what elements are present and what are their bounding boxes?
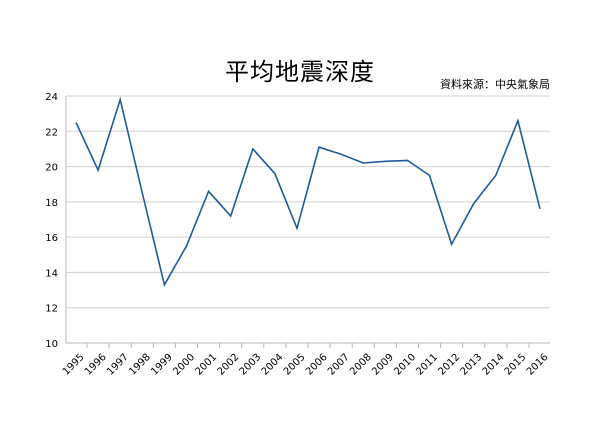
x-tick-label: 2014 bbox=[481, 352, 507, 378]
data-point bbox=[252, 148, 254, 150]
x-tick-label: 2013 bbox=[459, 352, 485, 378]
data-point bbox=[340, 153, 342, 155]
series-layer bbox=[75, 96, 541, 287]
y-tick-label: 14 bbox=[45, 268, 58, 279]
data-point bbox=[75, 122, 77, 124]
label-layer: 10 12 14 16 18 20 22 24 199519961997199819992000… bbox=[45, 92, 550, 378]
x-tick-label: 1998 bbox=[127, 352, 153, 378]
x-tick-label: 2015 bbox=[503, 352, 529, 378]
data-point bbox=[473, 203, 475, 205]
chart-title: 平均地震深度 bbox=[225, 58, 375, 86]
data-point bbox=[97, 169, 99, 171]
y-tick-label: 18 bbox=[45, 198, 58, 209]
x-tick-label: 1996 bbox=[83, 352, 109, 378]
data-point bbox=[296, 227, 298, 229]
data-point bbox=[208, 190, 210, 192]
x-tick-label: 2001 bbox=[193, 352, 219, 378]
y-tick-label: 10 bbox=[45, 339, 58, 350]
x-tick-label: 2016 bbox=[525, 352, 551, 378]
data-point bbox=[539, 208, 541, 210]
x-tick-label: 2010 bbox=[392, 352, 418, 378]
data-point bbox=[274, 173, 276, 175]
data-point bbox=[186, 245, 188, 247]
data-point bbox=[495, 174, 497, 176]
data-point bbox=[406, 159, 408, 161]
grid-layer bbox=[66, 95, 550, 309]
data-point bbox=[141, 192, 143, 194]
source-note: 資料來源：中央氣象局 bbox=[440, 78, 550, 91]
x-tick-label: 2000 bbox=[171, 352, 197, 378]
data-point bbox=[429, 174, 431, 176]
data-point bbox=[163, 284, 165, 286]
x-tick-label: 2003 bbox=[238, 352, 264, 378]
x-tick-label: 1999 bbox=[149, 352, 175, 378]
y-tick-label: 16 bbox=[45, 233, 58, 244]
data-point bbox=[517, 120, 519, 122]
y-tick-label: 22 bbox=[45, 127, 58, 138]
x-tick-label: 2012 bbox=[436, 352, 462, 378]
x-tick-label: 2008 bbox=[348, 352, 374, 378]
x-tick-label: 1995 bbox=[61, 352, 87, 378]
data-point bbox=[318, 146, 320, 148]
y-tick-label: 24 bbox=[45, 92, 58, 103]
y-tick-label: 20 bbox=[45, 163, 58, 174]
data-point bbox=[119, 99, 121, 101]
series-line-0 bbox=[75, 96, 541, 287]
x-tick-label: 2009 bbox=[370, 352, 396, 378]
x-tick-label: 2007 bbox=[326, 352, 352, 378]
data-point bbox=[362, 162, 364, 164]
x-tick-label: 2002 bbox=[216, 352, 242, 378]
x-tick-label: 2011 bbox=[414, 352, 440, 378]
data-point bbox=[230, 215, 232, 217]
x-tick-label: 2006 bbox=[304, 352, 330, 378]
y-tick-label: 12 bbox=[45, 304, 58, 315]
axis-layer bbox=[65, 96, 550, 348]
x-tick-label: 2005 bbox=[282, 352, 308, 378]
x-tick-label: 2004 bbox=[260, 352, 286, 378]
x-tick-label: 1997 bbox=[105, 352, 131, 378]
data-point bbox=[384, 160, 386, 162]
data-point bbox=[451, 243, 453, 245]
